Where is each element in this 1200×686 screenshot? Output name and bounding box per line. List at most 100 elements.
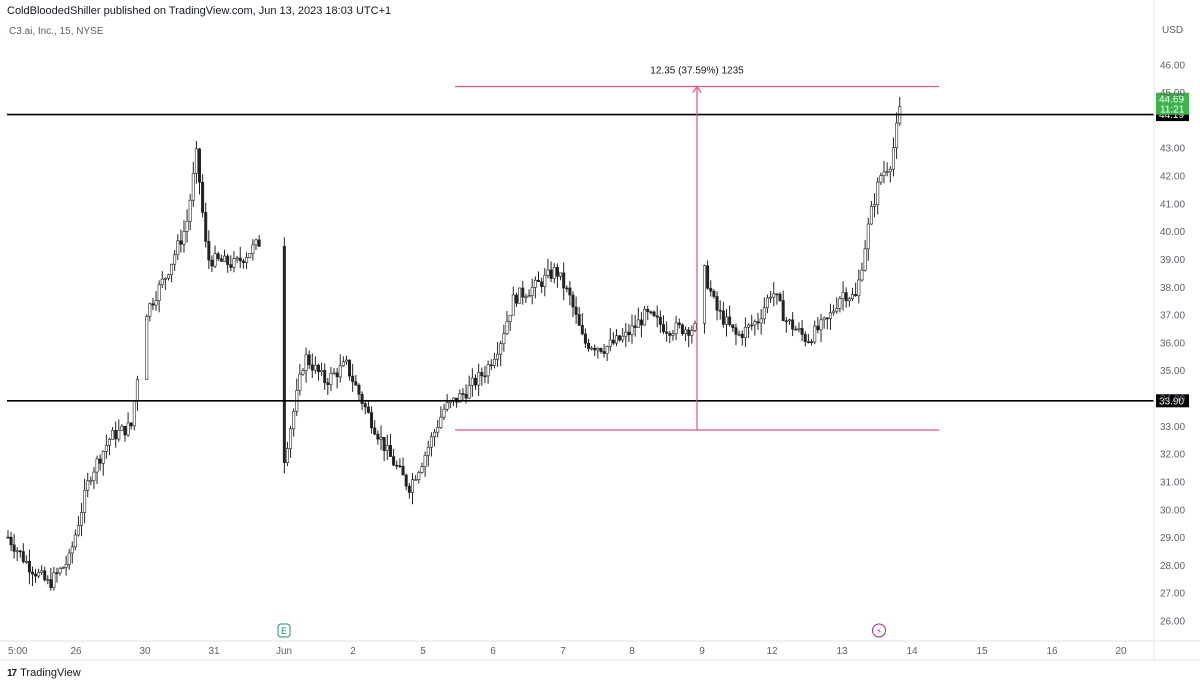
- candle: [251, 239, 255, 261]
- candle-body-up: [747, 324, 751, 328]
- candle: [61, 566, 65, 570]
- candle: [514, 292, 518, 307]
- candle: [590, 346, 594, 351]
- candle: [747, 323, 751, 338]
- candle: [420, 462, 424, 474]
- candle-body-down: [555, 267, 559, 277]
- candle-body-down: [854, 294, 858, 297]
- candle-body-down: [201, 181, 205, 213]
- candle-body-up: [289, 428, 293, 449]
- candle-body-down: [568, 287, 572, 296]
- candle-body-up: [762, 307, 766, 320]
- candle-body-up: [157, 284, 161, 301]
- candle-body-up: [423, 455, 427, 467]
- y-tick-label: 37.00: [1160, 311, 1185, 322]
- candle-body-down: [392, 456, 396, 466]
- candle-body-up: [769, 296, 773, 299]
- candle: [226, 253, 230, 273]
- candle: [854, 282, 858, 297]
- candle: [712, 289, 716, 299]
- candle-body-down: [354, 381, 358, 386]
- candle: [126, 412, 130, 437]
- candle-body-up: [684, 329, 688, 335]
- tradingview-logo-icon: 17: [7, 667, 17, 679]
- candle-body-up: [543, 275, 547, 287]
- candle: [373, 420, 377, 436]
- candle: [385, 434, 389, 461]
- x-tick-label: 6: [490, 646, 496, 657]
- candle-body-down: [844, 292, 848, 302]
- candle: [860, 262, 864, 282]
- candle: [245, 252, 249, 270]
- candle: [6, 530, 10, 539]
- candle-body-down: [398, 465, 402, 468]
- candle-body-down: [536, 279, 540, 282]
- candle: [445, 394, 449, 412]
- candle: [329, 366, 333, 392]
- candle: [677, 318, 681, 329]
- candle-body-up: [643, 309, 647, 326]
- candle-body-up: [344, 359, 348, 363]
- candle-body-down: [219, 258, 223, 262]
- candle: [395, 460, 399, 470]
- candle-body-up: [693, 322, 697, 331]
- candle-body-down: [655, 315, 659, 318]
- candle: [841, 281, 845, 311]
- candle: [869, 201, 873, 225]
- candle: [740, 330, 744, 346]
- candle: [182, 220, 186, 253]
- candle: [583, 328, 587, 349]
- candle-body-up: [15, 550, 19, 553]
- candle: [737, 330, 741, 337]
- candle: [101, 450, 105, 476]
- candle: [816, 316, 820, 334]
- publisher-line: ColdBloodedShiller published on TradingV…: [7, 5, 392, 17]
- candle: [76, 516, 80, 537]
- candle: [320, 362, 324, 376]
- symbol-info[interactable]: C3.ai, Inc., 15, NYSE: [9, 26, 104, 37]
- candle-body-up: [496, 353, 500, 360]
- candle-body-up: [24, 560, 28, 563]
- x-tick-label: 12: [766, 646, 778, 657]
- candle: [58, 566, 62, 576]
- candle: [455, 397, 459, 408]
- candle-body-up: [822, 317, 826, 321]
- candle: [661, 315, 665, 334]
- candle: [674, 315, 678, 341]
- candle-body-up: [173, 254, 177, 265]
- candle-body-up: [410, 479, 414, 493]
- candle-body-up: [608, 339, 612, 347]
- candle-body-down: [800, 328, 804, 335]
- candle: [706, 260, 710, 290]
- candle: [876, 177, 880, 215]
- candle-body-down: [363, 403, 367, 408]
- candle-body-up: [869, 206, 873, 225]
- candle: [104, 434, 108, 459]
- candle-body-down: [404, 474, 408, 487]
- candle-body-up: [64, 564, 68, 568]
- candle-body-up: [885, 171, 889, 174]
- candle-body-up: [83, 489, 87, 513]
- candle: [120, 424, 124, 431]
- candle-body-up: [132, 400, 136, 427]
- candle: [621, 328, 625, 343]
- candle: [778, 292, 782, 303]
- candle-body-up: [863, 248, 867, 271]
- y-tick-label: 33.00: [1160, 422, 1185, 433]
- candle: [571, 291, 575, 318]
- resistance-price-label: 44.19: [1159, 110, 1184, 121]
- candle: [565, 285, 569, 293]
- x-tick-label: 2: [350, 646, 356, 657]
- candle-body-down: [395, 464, 399, 467]
- candle-body-down: [360, 394, 364, 404]
- candle: [436, 419, 440, 438]
- candle: [414, 475, 418, 481]
- candle: [825, 317, 829, 330]
- candle-body-up: [765, 297, 769, 309]
- last-price-label: 44.69: [1159, 95, 1184, 106]
- x-tick-label: 14: [906, 646, 918, 657]
- candle: [213, 245, 217, 269]
- candle-body-up: [724, 316, 728, 325]
- events-layer: E ⚡: [277, 623, 886, 638]
